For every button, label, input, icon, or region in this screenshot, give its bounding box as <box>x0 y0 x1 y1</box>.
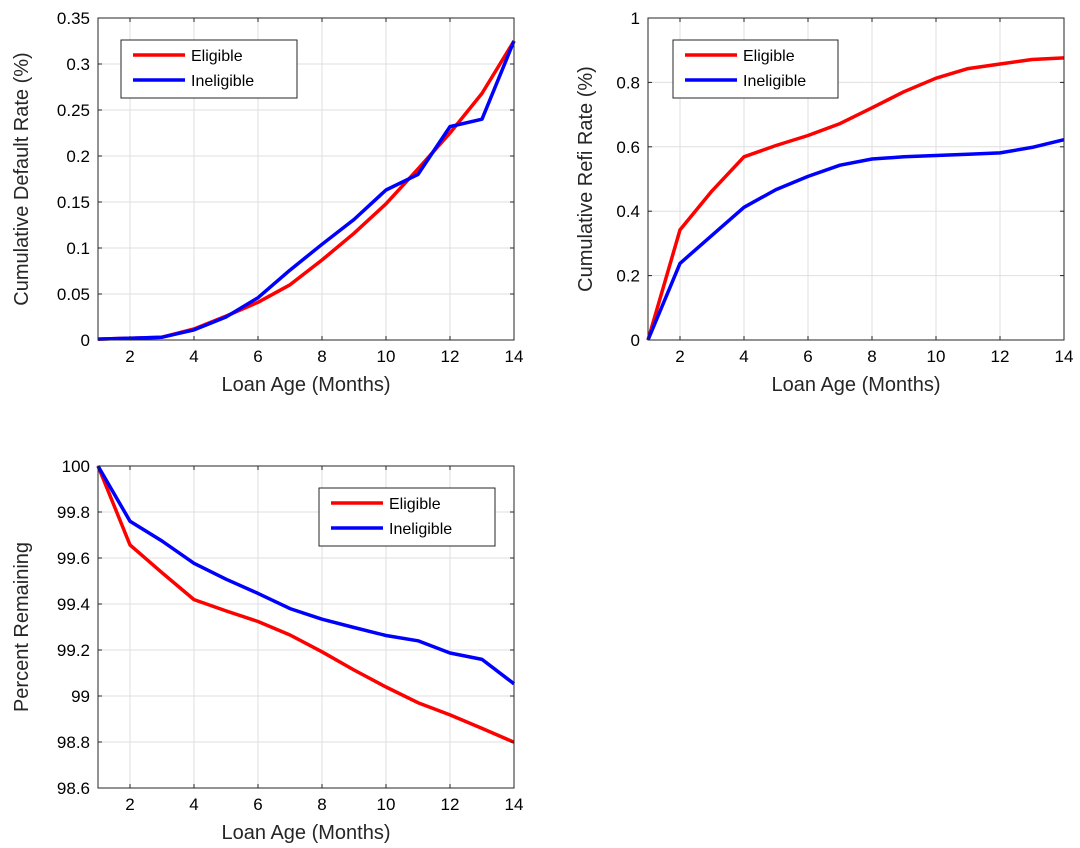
y-tick-label: 1 <box>631 9 640 28</box>
x-tick-label: 4 <box>189 795 198 814</box>
y-tick-label: 99.2 <box>57 641 90 660</box>
y-tick-label: 0.35 <box>57 9 90 28</box>
x-tick-label: 6 <box>253 347 262 366</box>
y-tick-label: 0.8 <box>616 73 640 92</box>
axes-box <box>647 17 1065 341</box>
axes-box <box>97 465 515 789</box>
x-tick-label: 4 <box>739 347 748 366</box>
y-tick-label: 0.05 <box>57 285 90 304</box>
legend-label-eligible: Eligible <box>191 48 243 65</box>
legend-label-ineligible: Ineligible <box>191 73 254 90</box>
y-tick-label: 99.4 <box>57 595 90 614</box>
y-tick-label: 0.25 <box>57 101 90 120</box>
x-tick-label: 8 <box>867 347 876 366</box>
x-tick-label: 12 <box>441 795 460 814</box>
y-tick-label: 99.6 <box>57 549 90 568</box>
x-tick-label: 8 <box>317 347 326 366</box>
series-line-eligible <box>646 56 1065 341</box>
legend-label-ineligible: Ineligible <box>743 73 806 90</box>
series-line-ineligible <box>97 40 516 341</box>
y-axis-label: Cumulative Default Rate (%) <box>11 52 33 305</box>
y-tick-label: 0.2 <box>66 147 90 166</box>
y-tick-label: 99.8 <box>57 503 90 522</box>
x-tick-label: 10 <box>377 347 396 366</box>
y-axis-label: Percent Remaining <box>11 542 33 712</box>
legend-box <box>318 487 496 547</box>
y-tick-label: 0 <box>631 331 640 350</box>
legend-label-eligible: Eligible <box>389 496 441 513</box>
y-tick-label: 0.3 <box>66 55 90 74</box>
x-axis-label: Loan Age (Months) <box>222 822 391 844</box>
x-tick-label: 6 <box>253 795 262 814</box>
legend-box <box>120 39 298 99</box>
x-tick-label: 10 <box>927 347 946 366</box>
y-tick-label: 98.8 <box>57 733 90 752</box>
legend-box <box>672 39 839 99</box>
y-tick-label: 98.6 <box>57 779 90 798</box>
x-axis-label: Loan Age (Months) <box>772 374 941 396</box>
y-tick-label: 0.15 <box>57 193 90 212</box>
x-tick-label: 12 <box>441 347 460 366</box>
y-tick-label: 0 <box>81 331 90 350</box>
legend-label-eligible: Eligible <box>743 48 795 65</box>
y-tick-label: 0.6 <box>616 138 640 157</box>
x-axis-label: Loan Age (Months) <box>222 374 391 396</box>
x-tick-label: 14 <box>1055 347 1074 366</box>
series-line-ineligible <box>646 137 1065 341</box>
legend-label-ineligible: Ineligible <box>389 521 452 538</box>
x-tick-label: 14 <box>505 795 524 814</box>
x-tick-label: 8 <box>317 795 326 814</box>
x-tick-label: 2 <box>675 347 684 366</box>
x-tick-label: 6 <box>803 347 812 366</box>
y-axis-label: Cumulative Refi Rate (%) <box>575 66 597 292</box>
x-tick-label: 10 <box>377 795 396 814</box>
x-tick-label: 4 <box>189 347 198 366</box>
series-line-eligible <box>96 465 515 744</box>
x-tick-label: 14 <box>505 347 524 366</box>
x-tick-label: 12 <box>991 347 1010 366</box>
y-tick-label: 99 <box>71 687 90 706</box>
x-tick-label: 2 <box>125 347 134 366</box>
x-tick-label: 2 <box>125 795 134 814</box>
y-tick-label: 0.4 <box>616 202 640 221</box>
y-tick-label: 100 <box>62 457 90 476</box>
y-tick-label: 0.2 <box>616 267 640 286</box>
y-tick-label: 0.1 <box>66 239 90 258</box>
series-line-ineligible <box>96 465 516 686</box>
axes-box <box>97 17 515 341</box>
